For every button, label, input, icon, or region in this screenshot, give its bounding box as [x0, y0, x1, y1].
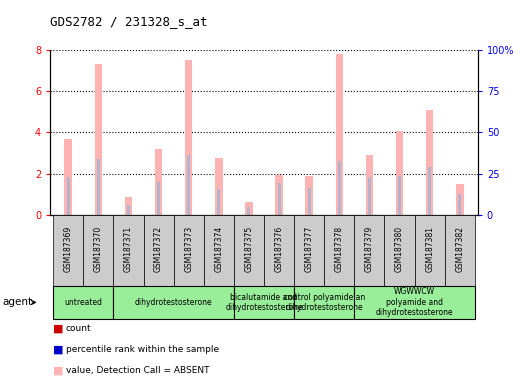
Bar [275, 175, 283, 215]
Bar [248, 207, 250, 215]
Bar [456, 184, 464, 215]
Bar [396, 131, 403, 215]
Bar [95, 65, 102, 215]
Text: GSM187381: GSM187381 [425, 226, 434, 271]
Bar [308, 188, 310, 215]
Text: GSM187378: GSM187378 [335, 225, 344, 272]
Bar [157, 182, 160, 215]
Text: agent: agent [3, 297, 33, 308]
Bar [218, 189, 220, 215]
Bar [67, 177, 70, 215]
Bar [458, 194, 461, 215]
Bar [245, 202, 253, 215]
Text: WGWWCW
polyamide and
dihydrotestosterone: WGWWCW polyamide and dihydrotestosterone [376, 288, 454, 317]
Text: GSM187372: GSM187372 [154, 225, 163, 272]
Text: control polyamide an
dihydrotestosterone: control polyamide an dihydrotestosterone [284, 293, 365, 312]
Bar [185, 60, 193, 215]
Text: GDS2782 / 231328_s_at: GDS2782 / 231328_s_at [50, 15, 208, 28]
Text: ■: ■ [53, 366, 63, 376]
Text: GSM187374: GSM187374 [214, 225, 223, 272]
Bar [366, 155, 373, 215]
Text: GSM187382: GSM187382 [455, 226, 464, 271]
Text: ■: ■ [53, 344, 63, 354]
Text: untreated: untreated [64, 298, 102, 307]
Bar [215, 158, 223, 215]
Text: count: count [66, 324, 92, 333]
Bar [428, 167, 431, 215]
Bar [305, 176, 313, 215]
Bar [426, 110, 433, 215]
Text: GSM187373: GSM187373 [184, 225, 193, 272]
Bar [368, 177, 371, 215]
Text: ■: ■ [53, 323, 63, 333]
Bar [97, 159, 100, 215]
Bar [125, 197, 132, 215]
Text: GSM187369: GSM187369 [64, 225, 73, 272]
Text: bicalutamide and
dihydrotestosterone: bicalutamide and dihydrotestosterone [225, 293, 303, 312]
Text: value, Detection Call = ABSENT: value, Detection Call = ABSENT [66, 366, 210, 375]
Text: GSM187375: GSM187375 [244, 225, 253, 272]
Text: GSM187379: GSM187379 [365, 225, 374, 272]
Bar [64, 139, 72, 215]
Bar [335, 54, 343, 215]
Bar [127, 205, 130, 215]
Text: GSM187380: GSM187380 [395, 225, 404, 272]
Bar [278, 183, 280, 215]
Text: GSM187376: GSM187376 [275, 225, 284, 272]
Text: GSM187370: GSM187370 [94, 225, 103, 272]
Bar [398, 176, 401, 215]
Bar [338, 161, 341, 215]
Text: dihydrotestosterone: dihydrotestosterone [135, 298, 212, 307]
Text: percentile rank within the sample: percentile rank within the sample [66, 345, 219, 354]
Bar [155, 149, 162, 215]
Bar [187, 155, 190, 215]
Text: GSM187371: GSM187371 [124, 225, 133, 272]
Text: GSM187377: GSM187377 [305, 225, 314, 272]
